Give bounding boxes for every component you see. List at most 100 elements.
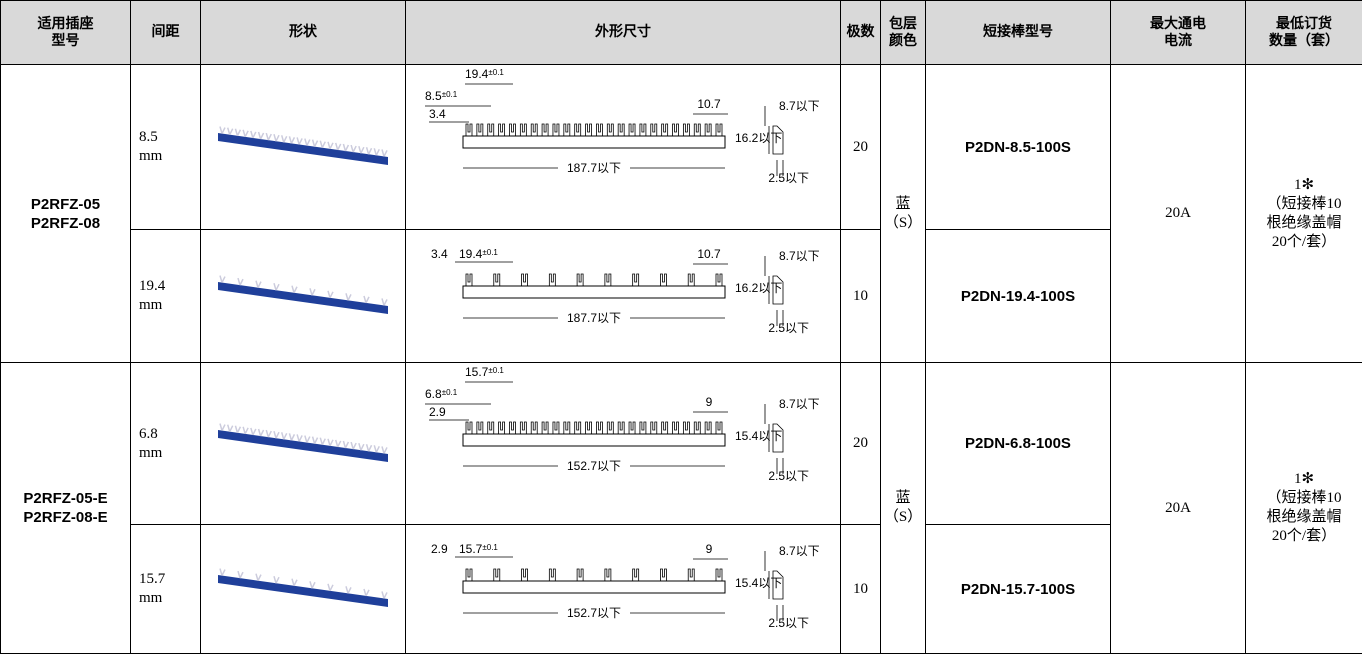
dimension-label: 15.7±0.1 (465, 365, 504, 379)
fork (604, 568, 612, 581)
jumper-fork (280, 135, 288, 143)
fork (632, 568, 640, 581)
jumper-fork (265, 429, 272, 437)
dimension-label: 16.2以下 (735, 131, 782, 145)
dimension-label: 15.4以下 (735, 429, 782, 443)
fork (521, 568, 528, 581)
dimension-label: 8.5±0.1 (425, 89, 458, 103)
label-bg (558, 159, 630, 176)
header-text: 最大通电 (1150, 15, 1206, 32)
shape-cell (200, 229, 406, 363)
dimension-value: 15.7 (459, 542, 483, 556)
model-cell: P2DN-19.4-100S (925, 229, 1111, 363)
dimension-cell: 15.7±0.1 6.8±0.1 2.9 9 8.7以下 15.4以下 2.5以下 152.7… (405, 362, 841, 525)
moq-cell: 1✻ （短接棒10 根绝缘盖帽 20个/套） (1245, 362, 1362, 654)
jumper-fork (350, 144, 357, 153)
shape-cell (200, 362, 406, 525)
jumper-fork (219, 126, 226, 134)
moq-text: 1✻ (1293, 471, 1315, 487)
fork (574, 421, 582, 434)
jumper-fork (219, 568, 226, 576)
jumper-fork (237, 277, 244, 286)
dimension-label: 3.4 (431, 247, 448, 261)
fork (576, 273, 584, 286)
moq-text: 根绝缘盖帽 (1266, 509, 1342, 525)
jumper-fork (309, 288, 316, 296)
fork (639, 123, 647, 136)
fork (519, 123, 527, 136)
table-row: P2RFZ-05-E P2RFZ-08-E 6.8 mm 15.7±0.1 6.8±0.1… (0, 362, 1362, 654)
pitch-cell: 15.7 mm (130, 524, 201, 654)
label-bg (558, 604, 630, 621)
jumper-fork (365, 443, 373, 452)
jumper-fork (363, 588, 370, 597)
fork (682, 123, 690, 136)
header-row: 适用插座 型号 间距 形状 外形尺寸 极数 包层 颜色 短接棒型号 最大通电 电流 最低订货 数量（套） (0, 0, 1362, 65)
tolerance: ±0.1 (442, 388, 458, 397)
fork (687, 273, 695, 286)
jumper-fork (373, 148, 380, 156)
moq-text: 20个/套） (1271, 233, 1337, 250)
fork (693, 421, 701, 434)
dimension-label: 8.7以下 (779, 544, 820, 558)
shape-cell (200, 524, 406, 654)
jumper-fork (242, 426, 249, 434)
jumper-fork (226, 127, 234, 135)
jumper-fork (304, 138, 311, 146)
jumper-fork (345, 586, 352, 594)
fork (715, 421, 723, 434)
jumper-fork (327, 290, 334, 299)
jumper-fork (365, 147, 373, 155)
dimension-label: 10.7 (697, 247, 721, 261)
jumper-fork (311, 435, 319, 444)
fork (617, 421, 625, 434)
pitch-cell: 19.4 mm (130, 229, 201, 363)
fork (493, 568, 501, 581)
dimension-label: 152.7以下 (567, 459, 621, 473)
poles-cell: 20 (840, 64, 881, 230)
fork (476, 123, 484, 136)
color-text: 蓝 (895, 195, 911, 212)
pitch-text: 15.7 (139, 571, 166, 587)
header-cell: 形状 (200, 0, 406, 65)
poles-cell: 10 (840, 524, 881, 654)
dimension-cell: 19.4±0.1 3.4 10.7 8.7以下 16.2以下 2.5以下 187.7以下 (405, 229, 841, 363)
dimension-value: 15.7 (465, 365, 489, 379)
tolerance: ±0.1 (482, 248, 498, 257)
tolerance: ±0.1 (442, 90, 458, 99)
table-row: P2RFZ-05 P2RFZ-08 8.5 mm 19.4±0.1 8.5±0.1 3.4 1… (0, 64, 1362, 363)
fork (509, 421, 516, 434)
color-cell: 蓝 （S） (880, 362, 926, 654)
dimension-cell: 15.7±0.1 2.9 9 8.7以下 15.4以下 2.5以下 152.7以下 (405, 524, 841, 654)
fork (465, 568, 473, 581)
jumper-fork (327, 583, 334, 592)
fork (672, 421, 679, 434)
jumper-fork (327, 438, 334, 446)
dimension-drawing: 15.7±0.1 2.9 9 8.7以下 15.4以下 2.5以下 152.7以下 (431, 542, 820, 630)
jumper-fork (311, 139, 319, 147)
dimension-label: 2.9 (431, 542, 448, 556)
fork (493, 273, 501, 286)
jumper-fork (250, 130, 257, 139)
jumper-fork (250, 427, 257, 435)
pitch-text: 8.5 (139, 129, 158, 145)
header-text: 形状 (289, 24, 317, 40)
current-cell: 20A (1110, 64, 1246, 363)
model-cell: P2DN-6.8-100S (925, 362, 1111, 525)
fork (552, 123, 560, 136)
fork (530, 123, 538, 136)
model-cell: P2DN-15.7-100S (925, 524, 1111, 654)
jumper-image (218, 126, 388, 165)
header-text: 外形尺寸 (595, 24, 651, 40)
socket-model: P2RFZ-05 (30, 195, 101, 213)
jumper-fork (226, 423, 234, 432)
poles-cell: 10 (840, 229, 881, 363)
fork (498, 123, 506, 136)
jumper-fork (296, 137, 303, 145)
dimension-cell: 19.4±0.1 8.5±0.1 3.4 10.7 8.7以下 16.2以下 2.5以下 18… (405, 64, 841, 230)
fork (596, 123, 603, 136)
fork (563, 123, 571, 136)
dimension-label: 2.9 (429, 405, 446, 419)
header-text: 数量（套） (1269, 32, 1339, 49)
